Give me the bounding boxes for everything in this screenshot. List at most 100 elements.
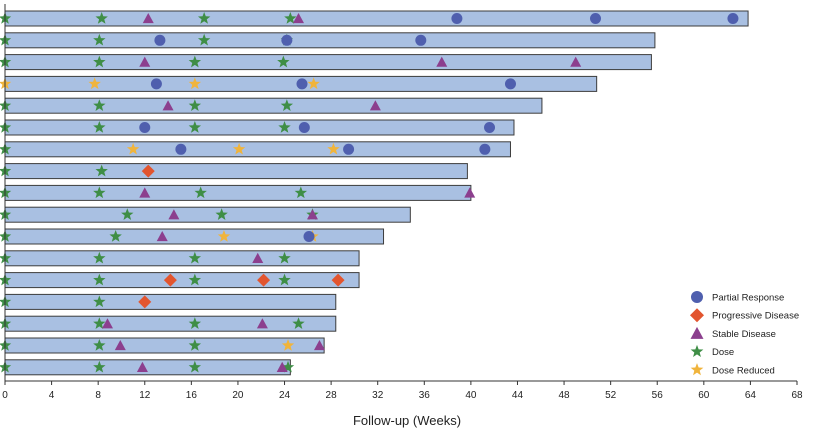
x-tick-label: 28 <box>326 390 338 401</box>
dose-marker <box>93 273 106 286</box>
dose-marker <box>294 186 308 199</box>
event-markers <box>0 12 739 373</box>
progressive-disease-marker <box>257 273 271 287</box>
x-tick-label: 4 <box>49 390 55 401</box>
partial-response-marker <box>727 13 739 24</box>
dose-marker <box>280 99 294 111</box>
partial-response-marker <box>504 78 516 90</box>
dose-marker <box>197 12 211 24</box>
legend-item-partial-response: Partial Response <box>691 291 784 304</box>
stable-disease-marker <box>139 187 151 198</box>
dose-marker <box>197 33 211 46</box>
x-tick-label: 40 <box>465 390 477 401</box>
dose-marker <box>93 339 106 351</box>
dose-marker <box>93 33 106 46</box>
patient-bar <box>4 293 337 310</box>
x-axis-title: Follow-up (Weeks) <box>353 413 461 428</box>
patient-bar <box>4 10 749 27</box>
stable-disease-marker <box>101 318 113 329</box>
dose-marker <box>93 360 106 373</box>
legend-item-stable-disease: Stable Disease <box>690 326 776 340</box>
legend-label: Partial Response <box>712 293 784 304</box>
stable-disease-marker <box>139 56 151 67</box>
dose-marker <box>0 142 12 155</box>
stable-disease-marker <box>168 209 180 220</box>
stable-disease-marker <box>256 318 268 329</box>
dose-marker <box>0 12 12 24</box>
dose-marker <box>278 273 291 286</box>
x-tick-label: 0 <box>2 390 8 401</box>
dose-reduced-marker <box>307 77 320 90</box>
patient-bar <box>4 141 511 158</box>
x-tick-label: 20 <box>232 390 244 401</box>
dose-reduced-marker <box>327 142 340 155</box>
dose-reduced-marker <box>232 142 246 155</box>
dose-reduced-marker <box>281 339 295 351</box>
dose-reduced-marker <box>88 77 101 90</box>
stable-disease-marker <box>136 361 148 372</box>
dose-marker <box>284 12 297 24</box>
legend-progressive-disease-marker <box>690 308 704 323</box>
stable-disease-marker <box>252 252 264 263</box>
dose-marker <box>281 360 295 373</box>
patient-bar <box>4 184 472 201</box>
dose-marker <box>93 317 106 329</box>
x-tick-label: 12 <box>139 390 151 401</box>
x-tick-label: 52 <box>605 390 617 401</box>
dose-marker <box>93 99 106 111</box>
dose-marker <box>109 230 122 242</box>
x-tick-label: 48 <box>558 390 570 401</box>
x-tick-label: 56 <box>652 390 664 401</box>
dose-marker <box>121 208 134 220</box>
progressive-disease-marker <box>141 164 155 178</box>
dose-marker <box>0 339 12 351</box>
legend-label: Progressive Disease <box>712 311 799 322</box>
legend-label: Dose Reduced <box>712 365 775 376</box>
dose-marker <box>0 186 12 199</box>
partial-response-marker <box>343 143 355 155</box>
x-tick-label: 44 <box>512 390 524 401</box>
dose-marker <box>0 230 12 242</box>
dose-marker <box>188 273 202 286</box>
partial-response-marker <box>590 13 602 24</box>
x-tick-label: 36 <box>419 390 431 401</box>
x-tick-label: 16 <box>186 390 198 401</box>
stable-disease-marker <box>313 340 325 351</box>
legend-dose-reduced-marker <box>690 363 704 376</box>
partial-response-marker <box>298 122 310 133</box>
patient-bar <box>4 97 543 114</box>
x-tick-label: 64 <box>745 390 757 401</box>
dose-marker <box>188 121 202 133</box>
legend-label: Stable Disease <box>712 329 776 340</box>
patient-bar <box>4 315 337 332</box>
stable-disease-marker <box>306 209 318 220</box>
patient-bar <box>4 337 325 354</box>
legend: Partial Response Progressive Disease Stabl… <box>690 291 799 376</box>
stable-disease-marker <box>436 56 448 67</box>
dose-marker <box>188 99 202 111</box>
dose-marker <box>188 339 202 351</box>
x-tick-label: 68 <box>791 390 803 401</box>
dose-marker <box>277 55 290 68</box>
partial-response-marker <box>281 34 293 46</box>
stable-disease-marker <box>162 100 174 111</box>
dose-marker <box>0 55 12 68</box>
stable-disease-marker <box>570 56 582 67</box>
patient-bar <box>4 228 385 245</box>
x-tick-label: 24 <box>279 390 291 401</box>
dose-marker <box>292 317 305 329</box>
dose-marker <box>278 251 291 264</box>
dose-marker <box>194 186 207 199</box>
x-tick-label: 32 <box>372 390 384 401</box>
legend-item-dose: Dose <box>690 344 734 358</box>
partial-response-marker <box>484 122 496 133</box>
stable-disease-marker <box>369 100 381 111</box>
legend-partial-response-marker <box>691 291 703 303</box>
dose-marker <box>93 121 106 133</box>
dose-marker <box>0 251 12 264</box>
patient-bar <box>4 206 411 223</box>
x-axis: 0 4 8 12 16 20 24 28 32 36 40 44 48 52 56 60 64 68 <box>2 4 803 401</box>
x-tick-label: 8 <box>95 390 101 401</box>
dose-marker <box>93 186 106 199</box>
